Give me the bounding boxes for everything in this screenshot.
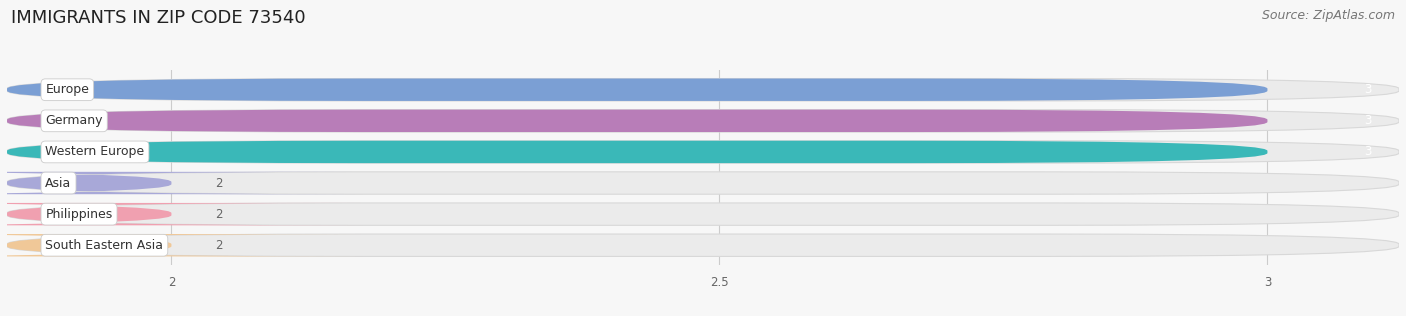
Text: 3: 3 <box>1364 114 1372 127</box>
Text: 2: 2 <box>215 177 222 190</box>
FancyBboxPatch shape <box>7 141 1399 163</box>
Text: 2: 2 <box>215 239 222 252</box>
FancyBboxPatch shape <box>7 110 1267 132</box>
Text: 3: 3 <box>1364 83 1372 96</box>
FancyBboxPatch shape <box>7 79 1267 101</box>
Text: Philippines: Philippines <box>45 208 112 221</box>
FancyBboxPatch shape <box>0 172 363 194</box>
Text: Germany: Germany <box>45 114 103 127</box>
FancyBboxPatch shape <box>0 234 363 256</box>
Text: Europe: Europe <box>45 83 89 96</box>
FancyBboxPatch shape <box>0 203 363 225</box>
Text: Source: ZipAtlas.com: Source: ZipAtlas.com <box>1261 9 1395 22</box>
FancyBboxPatch shape <box>7 172 1399 194</box>
Text: Western Europe: Western Europe <box>45 145 145 158</box>
FancyBboxPatch shape <box>7 79 1399 101</box>
FancyBboxPatch shape <box>7 141 1267 163</box>
FancyBboxPatch shape <box>7 110 1399 132</box>
Text: South Eastern Asia: South Eastern Asia <box>45 239 163 252</box>
Text: 3: 3 <box>1364 145 1372 158</box>
FancyBboxPatch shape <box>7 203 1399 225</box>
Text: Asia: Asia <box>45 177 72 190</box>
Text: 2: 2 <box>215 208 222 221</box>
FancyBboxPatch shape <box>7 234 1399 256</box>
Text: IMMIGRANTS IN ZIP CODE 73540: IMMIGRANTS IN ZIP CODE 73540 <box>11 9 307 27</box>
